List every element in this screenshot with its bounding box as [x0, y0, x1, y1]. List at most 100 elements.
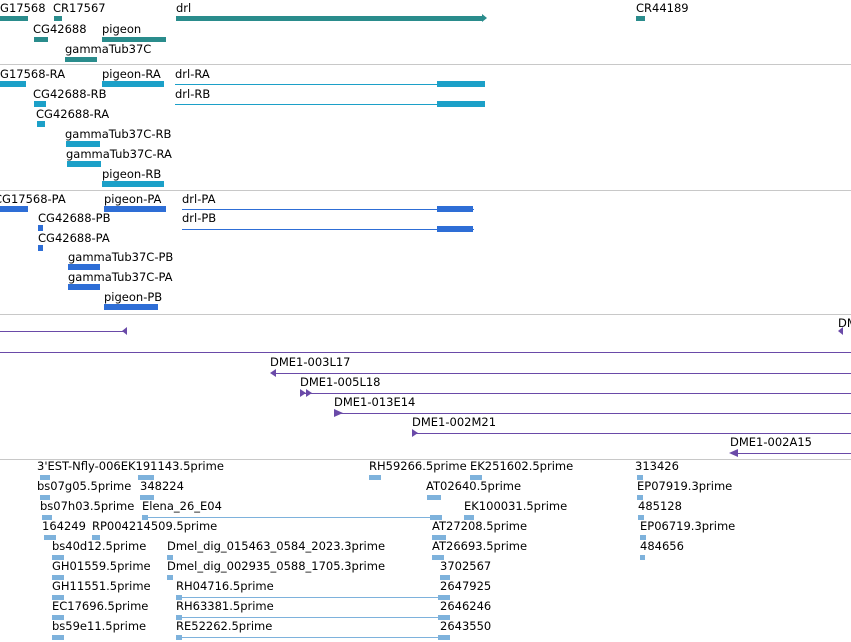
- est-label[interactable]: 2646246: [440, 599, 492, 613]
- est-label[interactable]: 485128: [638, 499, 682, 513]
- peptide-label[interactable]: CG42688-PA: [38, 231, 110, 245]
- gene-feature[interactable]: [102, 37, 166, 42]
- est-feature[interactable]: [42, 515, 52, 520]
- clone-feature[interactable]: [300, 393, 851, 394]
- est-label[interactable]: EK100031.5prime: [464, 499, 568, 513]
- gene-label[interactable]: gammaTub37C: [65, 42, 152, 56]
- transcript-feature[interactable]: [34, 101, 46, 107]
- transcript-label[interactable]: gammaTub37C-RA: [66, 147, 172, 161]
- transcript-label[interactable]: pigeon-RA: [102, 67, 161, 81]
- est-feature[interactable]: [427, 495, 441, 500]
- est-label[interactable]: 3'EST-Nfly-006EK191143.5prime: [37, 459, 224, 473]
- gene-feature[interactable]: [34, 37, 48, 42]
- est-feature[interactable]: [40, 495, 50, 500]
- est-feature[interactable]: [176, 615, 182, 620]
- est-feature[interactable]: [432, 535, 446, 540]
- clone-label[interactable]: DM: [838, 316, 851, 330]
- transcript-label[interactable]: CG42688-RA: [36, 107, 110, 121]
- est-feature[interactable]: [640, 535, 646, 540]
- est-feature[interactable]: [40, 475, 50, 480]
- est-feature[interactable]: [430, 515, 442, 520]
- gene-label[interactable]: pigeon: [102, 22, 142, 36]
- est-label[interactable]: 313426: [635, 459, 679, 473]
- est-feature[interactable]: [52, 615, 64, 620]
- est-feature[interactable]: [637, 475, 643, 480]
- est-label[interactable]: Elena_26_E04: [142, 499, 222, 513]
- est-feature[interactable]: [52, 595, 64, 600]
- est-label[interactable]: GH11551.5prime: [52, 579, 151, 593]
- peptide-feature[interactable]: [0, 206, 28, 212]
- transcript-feature[interactable]: [102, 181, 164, 187]
- clone-label[interactable]: DME1-002A15: [730, 435, 812, 449]
- est-feature[interactable]: [440, 575, 450, 580]
- peptide-label[interactable]: CG17568-PA: [0, 192, 66, 206]
- transcript-label[interactable]: gammaTub37C-RB: [65, 127, 172, 141]
- est-feature[interactable]: [52, 575, 64, 580]
- gene-label[interactable]: CR17567: [53, 1, 106, 15]
- peptide-feature[interactable]: [68, 264, 100, 270]
- est-label[interactable]: bs07g05.5prime: [37, 479, 132, 493]
- est-feature[interactable]: [167, 555, 173, 560]
- est-feature[interactable]: [438, 595, 450, 600]
- peptide-label[interactable]: drl-PB: [182, 211, 217, 225]
- peptide-label[interactable]: gammaTub37C-PB: [68, 250, 174, 264]
- peptide-label[interactable]: drl-PA: [182, 192, 216, 206]
- transcript-feature[interactable]: [102, 81, 164, 87]
- transcript-feature[interactable]: [67, 161, 101, 167]
- est-feature[interactable]: [369, 475, 381, 480]
- transcript-label[interactable]: pigeon-RB: [102, 167, 162, 181]
- peptide-feature[interactable]: [68, 284, 100, 290]
- gene-label[interactable]: CG17568: [0, 1, 46, 15]
- gene-label[interactable]: CR44189: [636, 1, 689, 15]
- est-label[interactable]: Dmel_dig_002935_0588_1705.3prime: [167, 559, 386, 573]
- est-label[interactable]: AT27208.5prime: [432, 519, 528, 533]
- est-label[interactable]: 2643550: [440, 619, 492, 633]
- est-feature[interactable]: [44, 535, 56, 540]
- est-label[interactable]: AT26693.5prime: [432, 539, 528, 553]
- transcript-exon[interactable]: [437, 101, 485, 107]
- transcript-label[interactable]: drl-RB: [175, 87, 211, 101]
- transcript-label[interactable]: CG17568-RA: [0, 67, 66, 81]
- clone-feature[interactable]: [334, 413, 851, 414]
- gene-label[interactable]: CG42688: [33, 22, 87, 36]
- peptide-feature[interactable]: [104, 206, 166, 212]
- est-label[interactable]: RH59266.5prime: [369, 459, 467, 473]
- est-label[interactable]: EK251602.5prime: [470, 459, 574, 473]
- est-label[interactable]: RH63381.5prime: [176, 599, 274, 613]
- clone-label[interactable]: DME1-002M21: [412, 415, 497, 429]
- clone-feature[interactable]: [0, 352, 851, 353]
- gene-feature[interactable]: [636, 16, 645, 21]
- est-feature[interactable]: [438, 635, 450, 640]
- clone-label[interactable]: DME1-005L18: [300, 375, 381, 389]
- gene-feature[interactable]: [176, 16, 482, 21]
- clone-label[interactable]: DME1-013E14: [334, 395, 416, 409]
- peptide-label[interactable]: pigeon-PA: [104, 192, 162, 206]
- est-label[interactable]: 484656: [640, 539, 684, 553]
- est-label[interactable]: RP004214509.5prime: [92, 519, 218, 533]
- transcript-exon[interactable]: [437, 81, 485, 87]
- est-feature[interactable]: [637, 495, 643, 500]
- est-feature[interactable]: [638, 515, 644, 520]
- est-feature[interactable]: [138, 475, 154, 480]
- gene-feature[interactable]: [65, 57, 97, 62]
- est-feature[interactable]: [167, 575, 173, 580]
- est-label[interactable]: 2647925: [440, 579, 492, 593]
- est-label[interactable]: 164249: [42, 519, 86, 533]
- est-feature[interactable]: [52, 635, 64, 640]
- peptide-label[interactable]: pigeon-PB: [104, 290, 163, 304]
- est-feature[interactable]: [92, 535, 100, 540]
- clone-feature[interactable]: [412, 433, 851, 434]
- transcript-feature[interactable]: [66, 141, 100, 147]
- est-label[interactable]: EP07919.3prime: [637, 479, 733, 493]
- est-feature[interactable]: [464, 515, 474, 520]
- est-label[interactable]: GH01559.5prime: [52, 559, 151, 573]
- est-label[interactable]: Dmel_dig_015463_0584_2023.3prime: [167, 539, 386, 553]
- clone-label[interactable]: DME1-003L17: [270, 355, 351, 369]
- est-feature[interactable]: [640, 555, 645, 560]
- clone-feature[interactable]: [0, 331, 126, 332]
- est-label[interactable]: bs07h03.5prime: [40, 499, 135, 513]
- peptide-feature[interactable]: [38, 225, 43, 231]
- gene-feature[interactable]: [54, 16, 62, 21]
- gene-label[interactable]: drl: [176, 1, 192, 15]
- clone-feature[interactable]: [732, 453, 851, 454]
